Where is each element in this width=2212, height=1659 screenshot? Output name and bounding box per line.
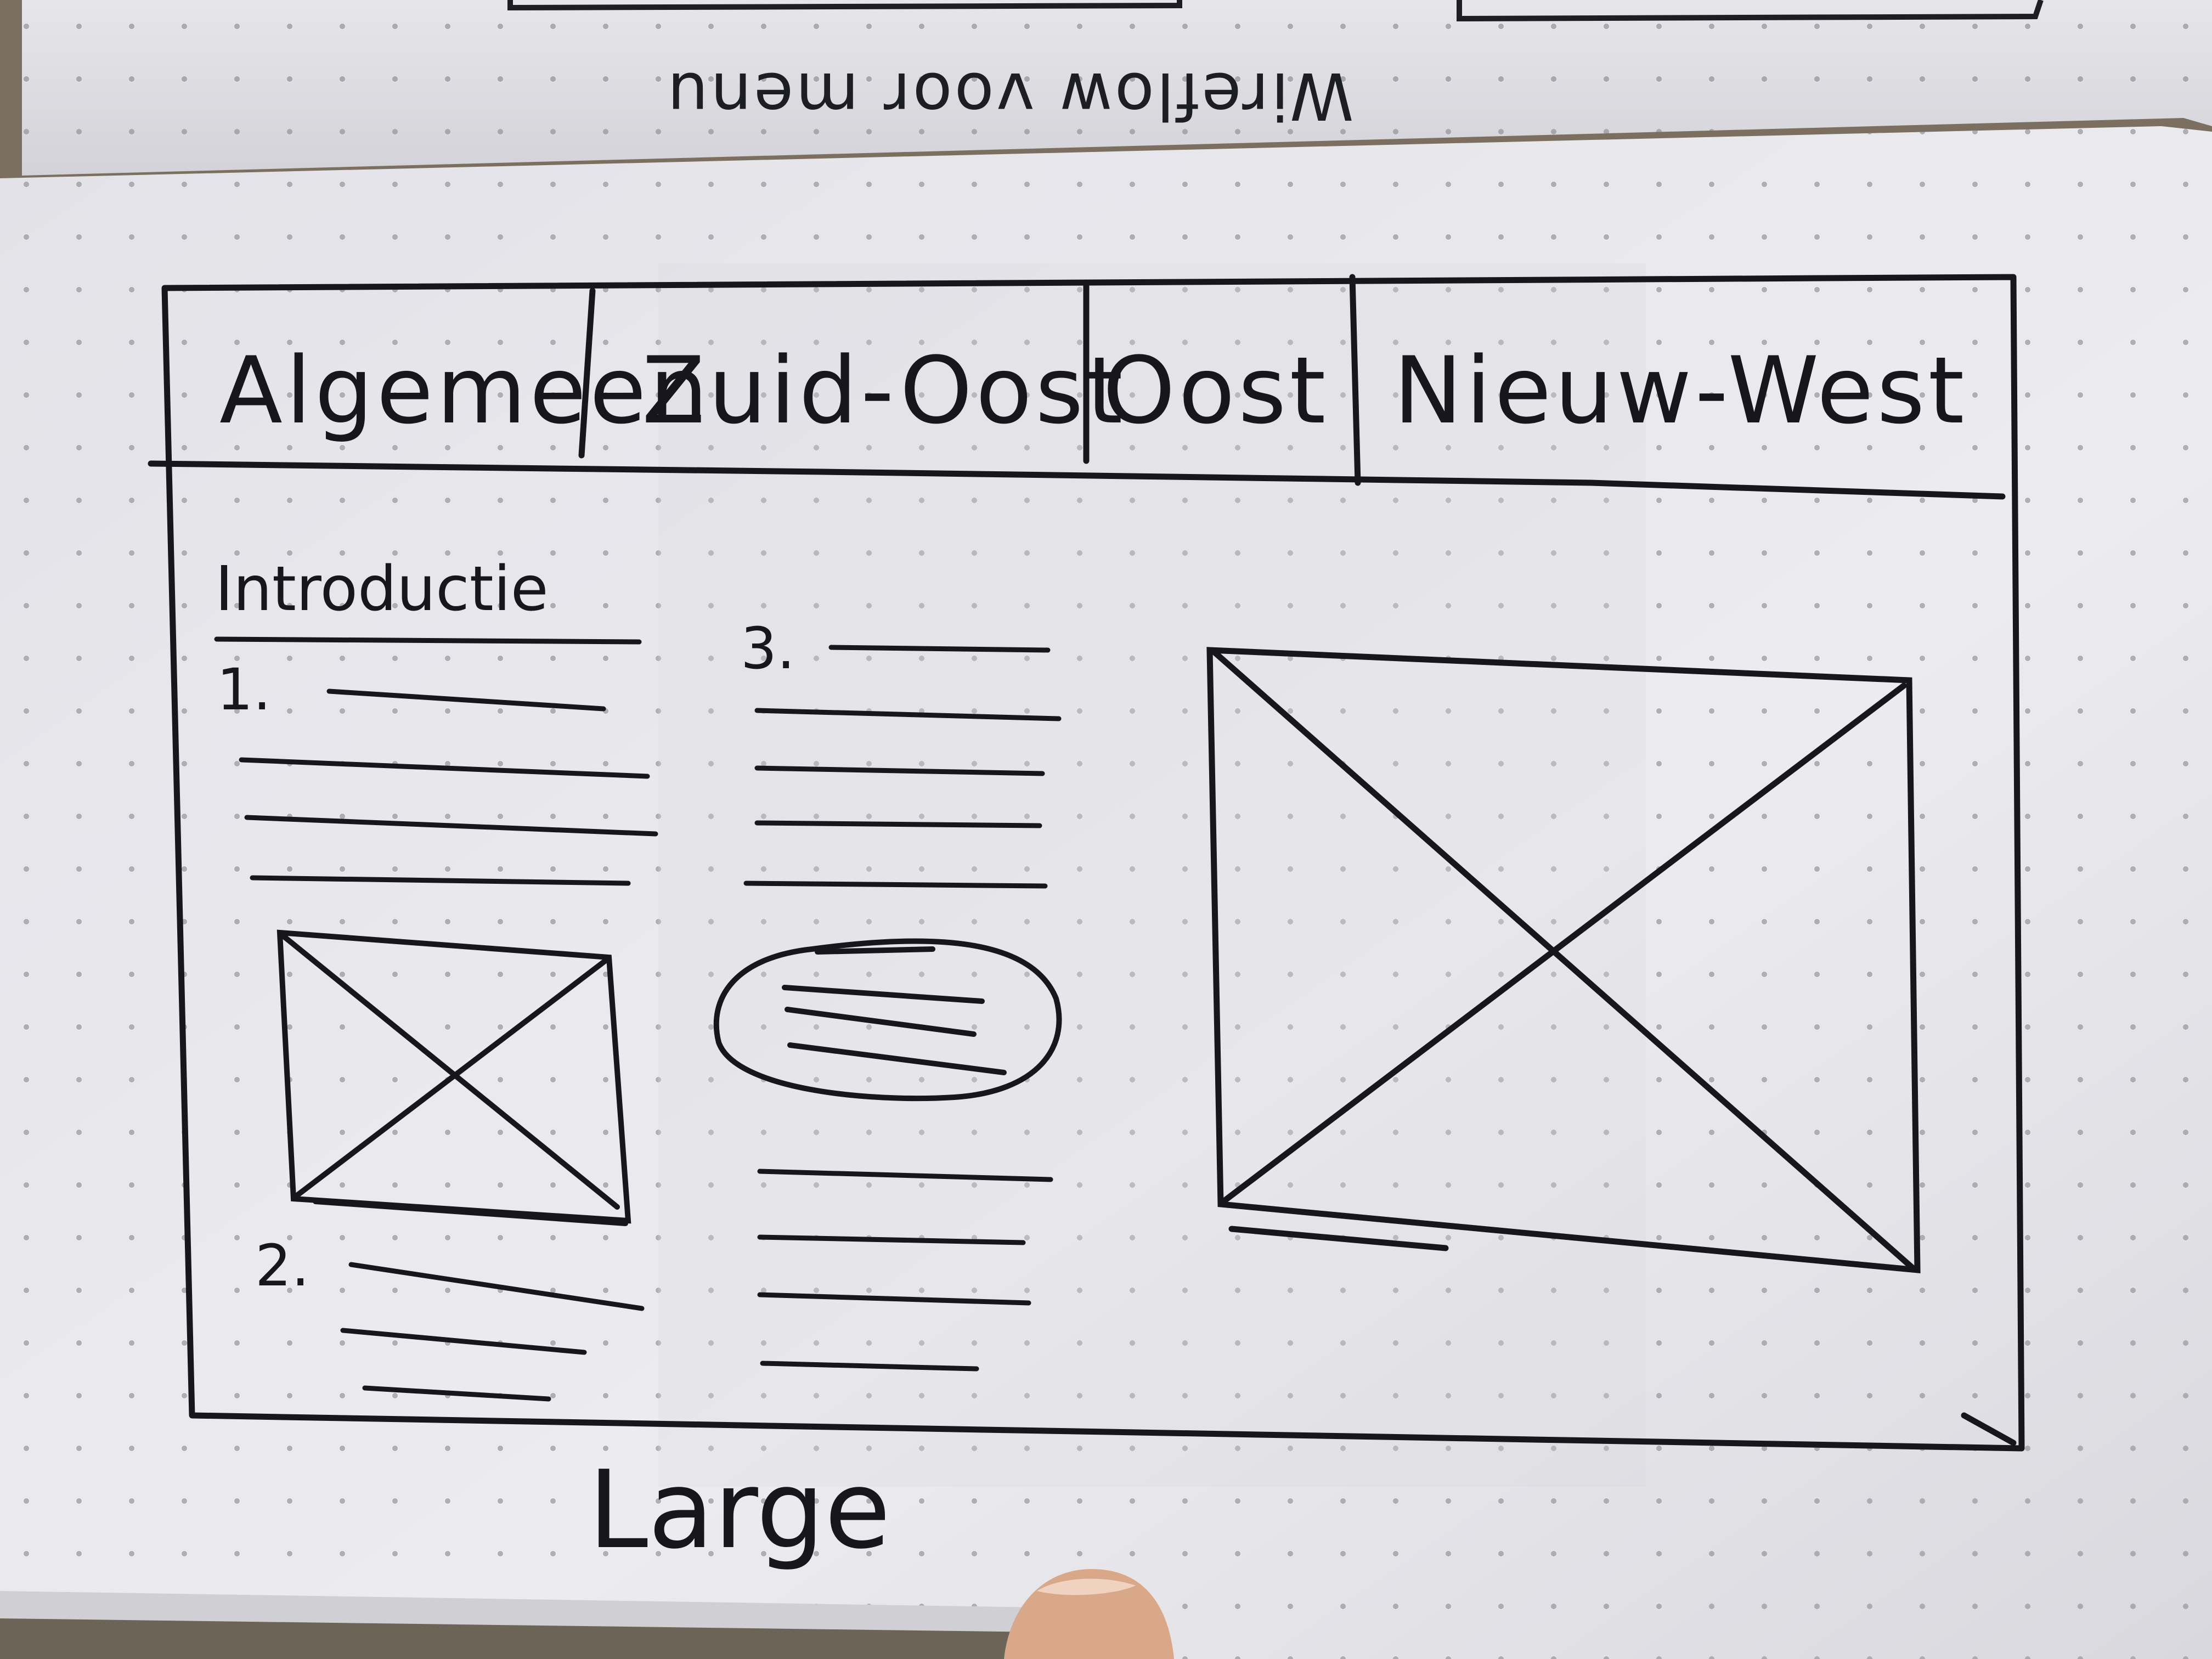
upside-down-caption: Wireflow voor menu: [665, 58, 1354, 134]
tab-oost: Oost: [1103, 337, 1329, 444]
sketch-caption: Large: [588, 1448, 891, 1573]
list-number-3: 3.: [741, 615, 795, 682]
column-1-text-lines: [239, 689, 658, 1402]
large-image-placeholder: [1206, 647, 1921, 1274]
small-image-placeholder: [276, 929, 631, 1226]
intro-heading-underline: [214, 636, 642, 645]
column-2-text-lines: [743, 645, 1062, 1372]
tab-nieuw-west: Nieuw-West: [1393, 337, 1968, 444]
sketch-page: [0, 126, 2212, 1659]
list-number-2: 2.: [255, 1232, 310, 1299]
list-number-1: 1.: [217, 656, 272, 723]
top-page: [22, 0, 2212, 176]
tab-algemeen: Algemeen: [219, 337, 712, 444]
tab-zuid-oost: Zuid-Oost: [642, 337, 1126, 444]
thumb: [1004, 1569, 1174, 1659]
wireframe-frame: [148, 274, 2025, 1452]
intro-heading: Introductie: [215, 554, 549, 625]
callout-box: [713, 938, 1062, 1102]
